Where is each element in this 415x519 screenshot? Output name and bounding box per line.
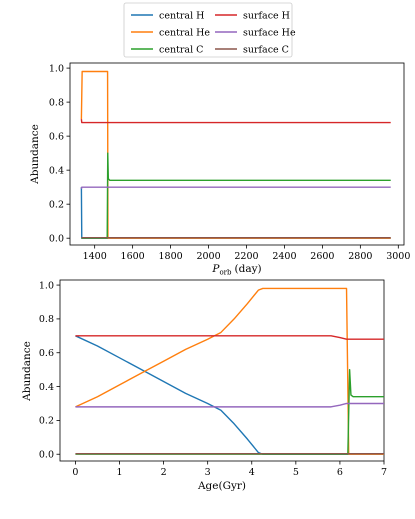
top-line-central-h xyxy=(80,187,391,239)
bottom-xtick-label: 3 xyxy=(205,467,211,478)
top-line-surface-h xyxy=(80,119,391,124)
top-xtick-label: 2800 xyxy=(348,251,372,262)
top-xtick-label: 2400 xyxy=(272,251,296,262)
bottom-ytick-label: 0.0 xyxy=(39,450,54,461)
bottom-line-central-he xyxy=(75,287,384,455)
y-axis-label-top: Abundance xyxy=(29,124,41,185)
x-axis-label-top: Porb (day) xyxy=(211,263,261,277)
top-xtick-label: 1800 xyxy=(158,251,182,262)
top-ytick-label: 0.8 xyxy=(49,97,64,108)
bottom-ytick-label: 0.4 xyxy=(39,382,54,393)
top-line-surface-he xyxy=(80,186,391,190)
top-xtick-label: 2000 xyxy=(196,251,220,262)
bottom-xtick-label: 1 xyxy=(116,467,122,478)
bottom-xtick-label: 7 xyxy=(381,467,387,478)
legend-label-central-h: central H xyxy=(159,11,204,22)
top-xtick-label: 3000 xyxy=(386,251,410,262)
bottom-xtick-label: 5 xyxy=(293,467,299,478)
chart-bottom: 0 1 2 3 4 5 6 7 0.0 0.2 0.4 0.6 0.8 1.0 Age(Gyr) Abun… xyxy=(21,279,387,492)
bottom-line-surface-h xyxy=(75,335,384,340)
top-xtick-label: 2600 xyxy=(310,251,334,262)
top-line-central-c xyxy=(81,152,391,239)
legend: central H central He central C surface H sur… xyxy=(123,2,296,58)
ticks-bottom: 0 1 2 3 4 5 6 7 0.0 0.2 0.4 0.6 0.8 1.0 xyxy=(39,280,387,478)
series-top xyxy=(80,70,391,239)
chart-top: 1400 1600 1800 2000 2200 2400 2600 2800 3000 0.0 0… xyxy=(29,62,411,277)
bottom-xtick-label: 2 xyxy=(161,467,167,478)
bottom-line-central-c xyxy=(75,368,384,455)
x-axis-label-bottom: Age(Gyr) xyxy=(197,480,246,492)
bottom-line-surface-he xyxy=(75,402,384,408)
ticks-top: 1400 1600 1800 2000 2200 2400 2600 2800 3000 0.0 0… xyxy=(49,63,411,262)
top-ytick-label: 0.0 xyxy=(49,233,64,244)
series-bottom xyxy=(75,287,384,455)
axes-frame-bottom xyxy=(59,279,385,462)
bottom-ytick-label: 1.0 xyxy=(39,280,54,291)
legend-entries: central H central He central C surface H sur… xyxy=(131,11,296,56)
top-xtick-label: 2200 xyxy=(234,251,258,262)
top-ytick-label: 0.4 xyxy=(49,165,64,176)
legend-frame xyxy=(123,2,293,58)
legend-label-central-c: central C xyxy=(159,45,203,56)
bottom-ytick-label: 0.6 xyxy=(39,348,54,359)
legend-label-surface-h: surface H xyxy=(243,11,290,22)
legend-label-central-he: central He xyxy=(159,28,210,39)
legend-label-surface-he: surface He xyxy=(243,28,296,39)
legend-label-surface-c: surface C xyxy=(243,45,289,56)
top-ytick-label: 0.6 xyxy=(49,131,64,142)
top-line-central-he xyxy=(80,70,391,239)
top-xtick-label: 1600 xyxy=(121,251,145,262)
top-xtick-label: 1400 xyxy=(83,251,107,262)
bottom-xtick-label: 6 xyxy=(337,467,343,478)
axes-frame-top xyxy=(69,62,405,246)
top-ytick-label: 0.2 xyxy=(49,199,64,210)
bottom-ytick-label: 0.8 xyxy=(39,314,54,325)
bottom-xtick-label: 4 xyxy=(249,467,255,478)
bottom-line-central-h xyxy=(75,335,384,455)
bottom-ytick-label: 0.2 xyxy=(39,416,54,427)
top-ytick-label: 1.0 xyxy=(49,63,64,74)
y-axis-label-bottom: Abundance xyxy=(21,341,33,402)
bottom-xtick-label: 0 xyxy=(72,467,78,478)
